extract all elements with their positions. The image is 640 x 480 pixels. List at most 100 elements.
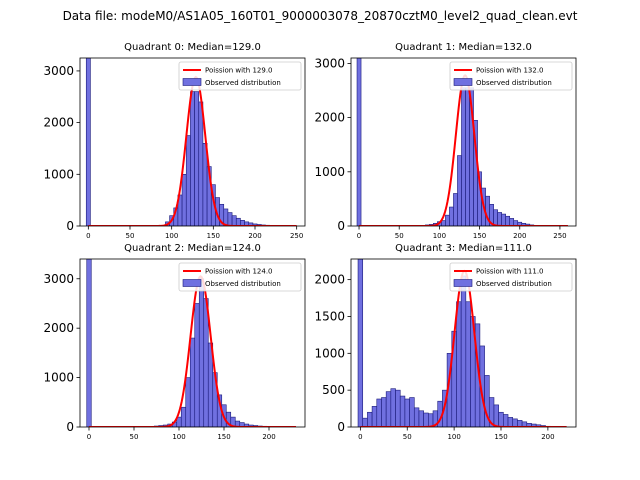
histogram-bar bbox=[493, 404, 499, 427]
histogram-bar-zero bbox=[85, 58, 91, 226]
histogram-bar bbox=[409, 397, 415, 427]
histogram-bar bbox=[367, 411, 373, 427]
subplot-title: Quadrant 0: Median=129.0 bbox=[124, 42, 261, 53]
x-tick-label: 250 bbox=[290, 232, 303, 240]
histogram-bar bbox=[194, 91, 200, 226]
x-tick-label: 0 bbox=[357, 232, 361, 240]
x-tick-label: 150 bbox=[473, 232, 486, 240]
x-tick-label: 150 bbox=[494, 433, 507, 441]
histogram-bar bbox=[390, 388, 396, 427]
legend-line-label: Poission with 132.0 bbox=[476, 67, 544, 75]
poisson-curve bbox=[89, 275, 296, 427]
y-tick-label: 3000 bbox=[43, 272, 74, 286]
histogram-bar bbox=[423, 412, 429, 427]
legend-box bbox=[449, 262, 573, 292]
legend-line-label: Poission with 124.0 bbox=[205, 268, 273, 276]
legend: Poission with 132.0 Observed distribution bbox=[449, 61, 573, 91]
legend-line-label: Poission with 111.0 bbox=[476, 268, 544, 276]
legend-bar-label: Observed distribution bbox=[476, 79, 552, 87]
histogram-bar bbox=[512, 418, 518, 427]
histogram-bar bbox=[235, 217, 241, 226]
histogram-bar bbox=[501, 213, 506, 226]
subplot-title: Quadrant 2: Median=124.0 bbox=[124, 243, 261, 254]
legend: Poission with 124.0 Observed distribution bbox=[178, 262, 302, 292]
histogram-bar bbox=[203, 298, 209, 427]
axes-frame bbox=[79, 258, 306, 428]
plot-area bbox=[86, 259, 296, 427]
histogram-bar bbox=[507, 417, 514, 427]
histogram-bar bbox=[185, 377, 191, 427]
x-tick-label: 50 bbox=[403, 433, 412, 441]
x-tick-label: 0 bbox=[86, 232, 90, 240]
y-tick-label: 0 bbox=[66, 420, 74, 434]
y-tick-label: 500 bbox=[322, 383, 345, 397]
histogram-bar bbox=[428, 413, 434, 427]
histogram-bar bbox=[465, 87, 470, 226]
histogram-bar bbox=[404, 398, 410, 427]
figure-title: Data file: modeM0/AS1A05_160T01_90000030… bbox=[63, 9, 578, 23]
histogram-bar bbox=[227, 212, 233, 226]
histogram-bar bbox=[376, 398, 382, 427]
histogram-bar bbox=[449, 206, 454, 226]
histogram-bar bbox=[185, 135, 191, 226]
histogram-bar bbox=[503, 414, 509, 427]
x-tick-label: 50 bbox=[130, 433, 139, 441]
legend-box bbox=[178, 61, 302, 91]
histogram-bar bbox=[190, 91, 195, 226]
x-tick-label: 200 bbox=[541, 433, 554, 441]
y-tick-label: 1000 bbox=[43, 371, 74, 385]
x-tick-label: 200 bbox=[248, 232, 261, 240]
y-tick-label: 2000 bbox=[43, 116, 74, 130]
histogram-bar bbox=[497, 212, 502, 226]
legend-bar-swatch bbox=[182, 78, 202, 86]
x-tick-label: 150 bbox=[207, 232, 220, 240]
x-tick-label: 200 bbox=[262, 433, 275, 441]
legend-bar-swatch bbox=[453, 279, 473, 287]
subplot-quadrant-0: 0 50 100 150 200 250 0 1000 2000 3000 Quadrant 0: … bbox=[43, 42, 306, 240]
histogram-bar bbox=[371, 406, 378, 427]
subplot-title: Quadrant 3: Median=111.0 bbox=[395, 243, 532, 254]
y-tick-label: 1000 bbox=[43, 167, 74, 181]
histogram-bar bbox=[453, 193, 458, 226]
histogram-bar bbox=[181, 174, 187, 226]
y-tick-label: 2000 bbox=[43, 321, 74, 335]
histogram-bar bbox=[399, 395, 406, 427]
legend-box bbox=[449, 61, 573, 91]
x-tick-label: 0 bbox=[87, 433, 91, 441]
x-tick-label: 50 bbox=[395, 232, 404, 240]
subplot-title: Quadrant 1: Median=132.0 bbox=[395, 42, 532, 53]
histogram-bar bbox=[198, 101, 204, 226]
x-tick-label: 100 bbox=[447, 433, 460, 441]
histogram-bar bbox=[456, 301, 462, 427]
histogram-bar bbox=[395, 389, 401, 427]
histogram-bar bbox=[198, 278, 205, 427]
legend-bar-swatch bbox=[182, 279, 202, 287]
y-tick-label: 2000 bbox=[314, 111, 345, 125]
legend: Poission with 129.0 Observed distribution bbox=[178, 61, 302, 91]
histogram-bar bbox=[461, 87, 466, 226]
y-tick-label: 3000 bbox=[314, 56, 345, 70]
axes-frame bbox=[350, 258, 577, 428]
legend-box bbox=[178, 262, 302, 292]
histogram-bar bbox=[385, 391, 392, 427]
axes-frame bbox=[79, 57, 306, 227]
y-tick-label: 1500 bbox=[314, 309, 345, 323]
histogram-bar bbox=[493, 209, 498, 226]
histogram-bar bbox=[465, 301, 471, 427]
histogram-bar bbox=[505, 215, 511, 226]
y-tick-label: 1000 bbox=[314, 346, 345, 360]
histogram-bar bbox=[381, 397, 387, 427]
histogram-bar bbox=[413, 407, 420, 427]
x-tick-label: 0 bbox=[358, 433, 362, 441]
legend-bar-label: Observed distribution bbox=[205, 79, 281, 87]
legend-bar-label: Observed distribution bbox=[476, 280, 552, 288]
subplot-quadrant-1: 0 50 100 150 200 250 0 1000 2000 3000 Quadrant 1: … bbox=[314, 42, 577, 240]
y-tick-label: 0 bbox=[66, 219, 74, 233]
histogram-bar bbox=[445, 214, 450, 226]
x-tick-label: 200 bbox=[513, 232, 526, 240]
x-tick-label: 100 bbox=[172, 433, 185, 441]
axes-frame bbox=[350, 57, 577, 227]
